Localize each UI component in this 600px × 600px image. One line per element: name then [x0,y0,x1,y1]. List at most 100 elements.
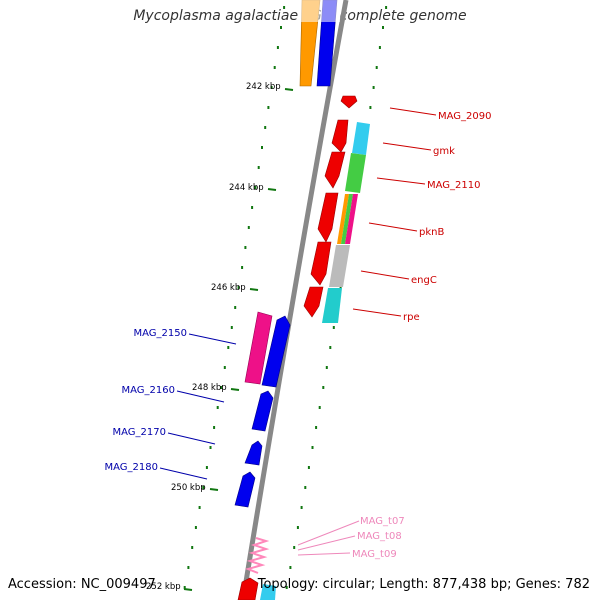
track-dot [220,386,223,389]
track-dot [254,186,257,189]
track-dot [283,6,286,9]
reverse-leaders [159,333,237,480]
block-green [345,153,366,193]
track-dot [329,346,332,349]
gene-label[interactable]: MAG_2170 [113,427,167,438]
gene-label[interactable]: pknB [419,227,444,238]
gene-label[interactable]: MAG_2110 [427,180,481,191]
track-dot [304,486,307,489]
scale-label: 246 kbp [211,283,246,293]
gene-label[interactable]: MAG_2150 [134,328,188,339]
gene-bottom-cyan [260,584,276,600]
gene-label[interactable]: rpe [403,312,420,323]
gene-label[interactable]: gmk [433,146,455,157]
track-dot [230,326,233,329]
track-dot [372,86,375,89]
gene-rpe [303,286,324,318]
track-dot [339,286,342,289]
top-genes [299,0,340,87]
track-dot [276,46,279,49]
scale-label: 242 kbp [246,82,281,92]
genome-backbone [240,0,349,600]
block-cyan [352,122,370,155]
track-dot [209,446,212,449]
accession-label: Accession: NC_009497 [8,577,156,592]
leader-line [368,222,418,232]
track-dot [187,566,190,569]
scale-label: 250 kbp [171,483,206,493]
gene-bottom-red [237,577,259,600]
bottom-genes [237,577,276,600]
track-dot [264,126,267,129]
trna-label[interactable]: MAG_t09 [352,549,397,560]
track-dot [227,346,230,349]
block-grey [329,245,350,287]
leader-line [389,107,437,116]
track-dot [216,406,219,409]
track-dot [315,426,318,429]
track-dot [267,106,270,109]
leader-line [297,520,360,546]
annotation-blocks [322,122,370,323]
gene-label[interactable]: MAG_2090 [438,111,492,122]
scale-ticks [183,88,294,591]
gene-label[interactable]: engC [411,275,437,286]
track-dot [257,166,260,169]
track-dot [198,506,201,509]
track-dot [296,526,299,529]
gene-pknb [317,192,339,243]
gene-engc [310,241,332,286]
reverse-genes [234,311,291,508]
track-dot [369,106,372,109]
block-teal [322,288,342,323]
scale-tick [267,188,277,191]
forward-leaders [352,107,437,317]
gene-mag-2110 [324,151,346,189]
gene-mag-2090 [340,95,358,109]
track-dot [322,386,325,389]
track-dot [244,246,247,249]
scale-tick [284,88,294,91]
trna-leaders [297,520,360,556]
scale-tick [249,288,259,291]
block-multicolor-3 [345,194,358,244]
leader-line [382,142,432,151]
gene-gmk [331,119,349,153]
block-multicolor-2 [341,194,353,244]
gene-mag-2160 [251,390,274,432]
track-dot [300,506,303,509]
gene-mag-2150 [261,315,291,388]
track-dot [270,86,273,89]
leader-line [167,432,216,445]
forward-genes [303,95,358,318]
track-dot [375,66,378,69]
leader-line [297,552,351,556]
scale-tick [230,388,240,391]
dotted-tracks [183,6,388,589]
scale-tick [209,488,219,491]
track-dot [191,546,194,549]
track-dot [205,466,208,469]
gene-label[interactable]: MAG_2160 [122,385,176,396]
leader-line [360,270,410,280]
trna-cluster [244,537,270,574]
track-dot [273,66,276,69]
track-dot [378,46,381,49]
topology-label: Topology: circular; Length: 877,438 bp; … [257,577,590,592]
block-multicolor-1 [337,194,349,244]
track-dot [311,446,314,449]
gene-label[interactable]: MAG_2180 [105,462,159,473]
track-dot [382,26,384,29]
track-dot [194,526,197,529]
gene-mag-2180 [234,471,256,508]
track-dot [261,146,263,149]
leader-line [297,535,356,551]
scale-label: 244 kbp [229,183,264,193]
trna-label[interactable]: MAG_t08 [357,531,402,542]
track-dot [213,426,216,429]
track-dot [241,266,244,269]
scale-label: 252 kbp [146,582,181,592]
trna-label[interactable]: MAG_t07 [360,516,405,527]
track-dot [237,286,240,289]
leader-line [159,467,208,480]
